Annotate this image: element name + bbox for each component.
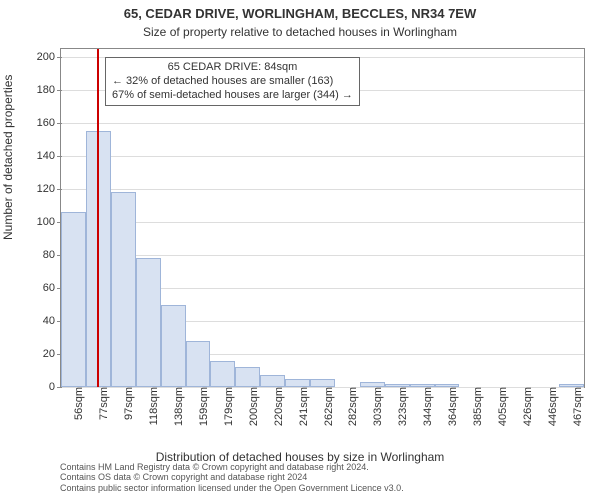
x-tick-label: 262sqm — [319, 387, 335, 426]
attribution-line: Contains HM Land Registry data © Crown c… — [60, 462, 590, 473]
histogram-bar — [235, 367, 260, 387]
gridline — [61, 123, 584, 124]
x-tick-label: 385sqm — [468, 387, 484, 426]
attribution-line: Contains OS data © Crown copyright and d… — [60, 472, 590, 483]
x-tick-label: 405sqm — [493, 387, 509, 426]
histogram-bar — [310, 379, 335, 387]
y-tick-label: 160 — [37, 117, 61, 129]
histogram-bar — [210, 361, 235, 387]
x-tick-label: 446sqm — [543, 387, 559, 426]
annotation-line: 65 CEDAR DRIVE: 84sqm — [112, 61, 353, 75]
y-tick-label: 40 — [43, 315, 61, 327]
attribution-text: Contains HM Land Registry data © Crown c… — [60, 462, 590, 494]
x-tick-label: 97sqm — [119, 387, 135, 420]
annotation-line: ← 32% of detached houses are smaller (16… — [112, 75, 353, 89]
gridline — [61, 189, 584, 190]
x-tick-label: 118sqm — [144, 387, 160, 425]
y-tick-label: 120 — [37, 183, 61, 195]
x-tick-label: 282sqm — [343, 387, 359, 426]
chart-subtitle: Size of property relative to detached ho… — [0, 25, 600, 39]
x-tick-label: 467sqm — [568, 387, 584, 426]
gridline — [61, 156, 584, 157]
histogram-bar — [61, 212, 86, 387]
y-tick-label: 0 — [49, 381, 61, 393]
y-tick-label: 60 — [43, 282, 61, 294]
y-tick-label: 200 — [37, 51, 61, 63]
x-tick-label: 138sqm — [169, 387, 185, 426]
y-tick-label: 20 — [43, 348, 61, 360]
chart-container: { "chart": { "type": "histogram", "title… — [0, 0, 600, 500]
histogram-bar — [285, 379, 310, 387]
x-tick-label: 220sqm — [269, 387, 285, 426]
x-tick-label: 77sqm — [94, 387, 110, 420]
x-tick-label: 241sqm — [294, 387, 310, 426]
x-tick-label: 179sqm — [219, 387, 235, 426]
gridline — [61, 222, 584, 223]
x-tick-label: 426sqm — [518, 387, 534, 426]
x-tick-label: 56sqm — [69, 387, 85, 420]
property-marker-line — [97, 49, 99, 387]
x-tick-label: 364sqm — [443, 387, 459, 426]
histogram-bar — [136, 258, 161, 387]
attribution-line: Contains public sector information licen… — [60, 483, 590, 494]
chart-title: 65, CEDAR DRIVE, WORLINGHAM, BECCLES, NR… — [0, 6, 600, 21]
histogram-bar — [111, 192, 136, 387]
x-tick-label: 323sqm — [393, 387, 409, 426]
y-tick-label: 140 — [37, 150, 61, 162]
x-tick-label: 344sqm — [418, 387, 434, 426]
plot-area: 02040608010012014016018020056sqm77sqm97s… — [60, 48, 585, 388]
histogram-bar — [186, 341, 211, 387]
x-tick-label: 200sqm — [244, 387, 260, 426]
histogram-bar — [260, 375, 285, 387]
y-tick-label: 80 — [43, 249, 61, 261]
x-tick-label: 303sqm — [368, 387, 384, 426]
annotation-box: 65 CEDAR DRIVE: 84sqm← 32% of detached h… — [105, 57, 360, 106]
histogram-bar — [161, 305, 186, 387]
annotation-line: 67% of semi-detached houses are larger (… — [112, 89, 353, 103]
gridline — [61, 255, 584, 256]
y-tick-label: 100 — [37, 216, 61, 228]
y-axis-label: Number of detached properties — [1, 75, 15, 240]
y-tick-label: 180 — [37, 84, 61, 96]
x-tick-label: 159sqm — [194, 387, 210, 426]
